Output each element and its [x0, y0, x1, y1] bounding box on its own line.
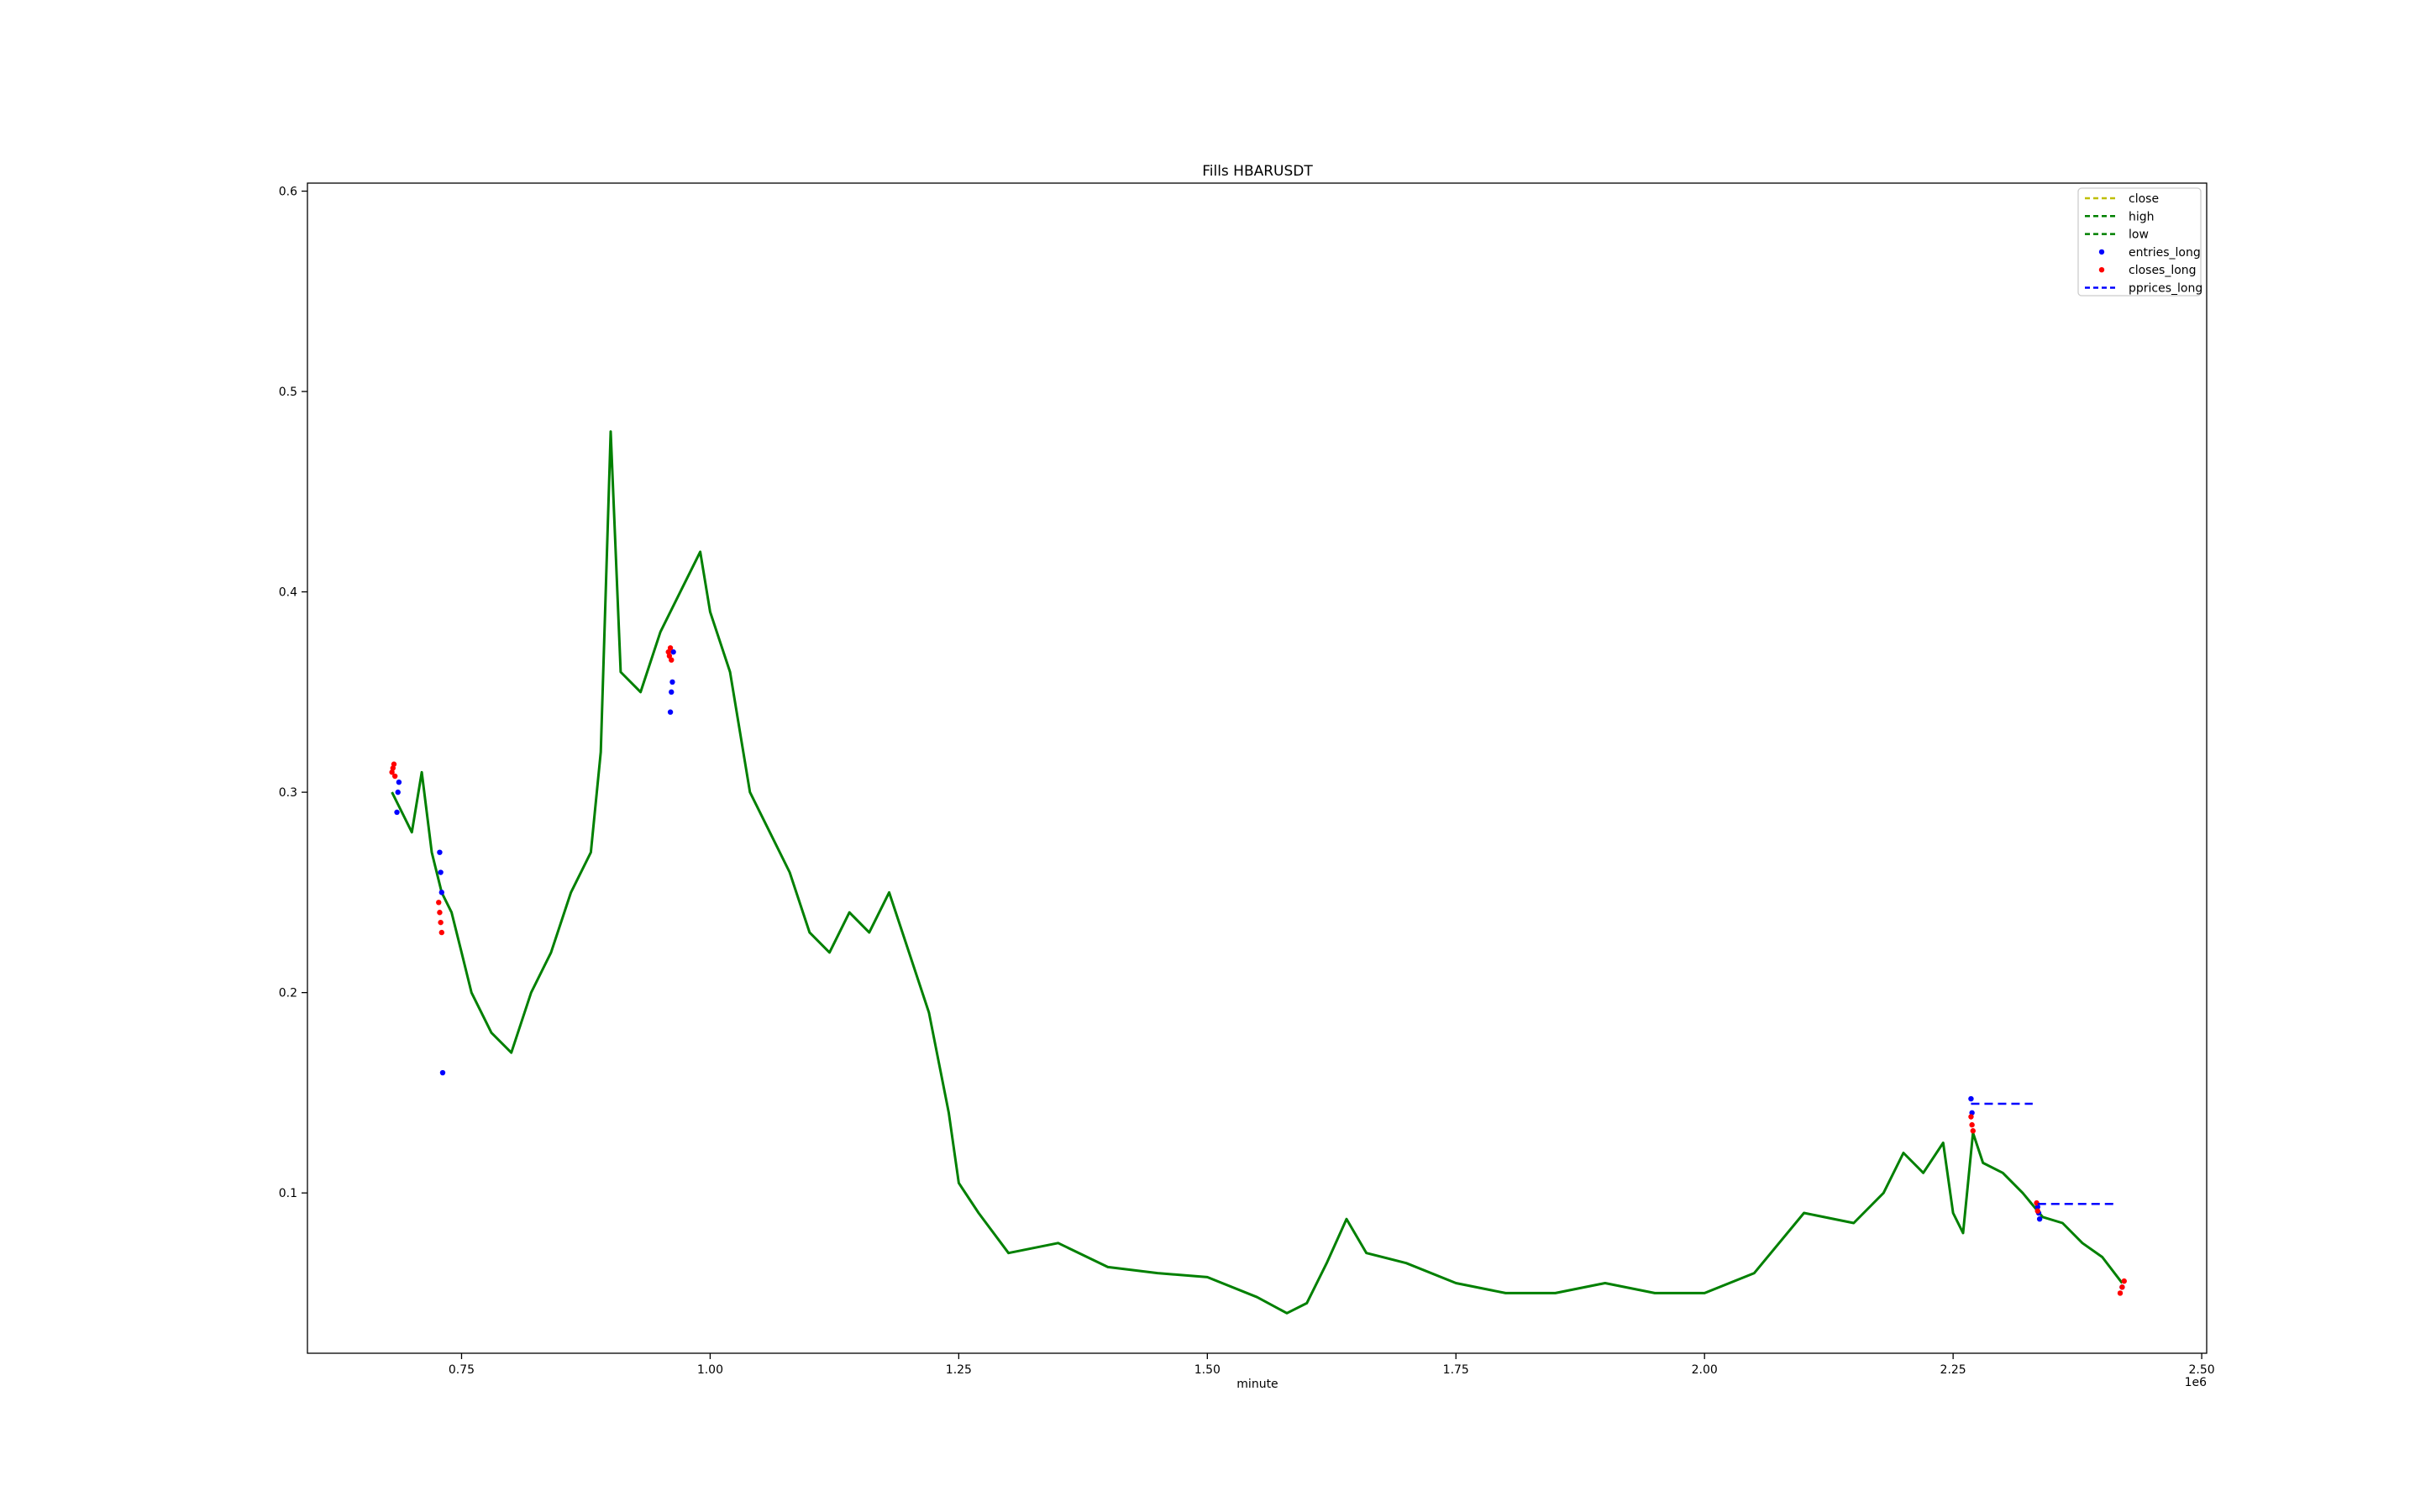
closes_long-point-19 — [2121, 1278, 2127, 1284]
entries_long-point-6 — [439, 1069, 446, 1076]
y-tick-label-5: 0.6 — [279, 186, 297, 199]
closes_long-point-10 — [667, 645, 674, 651]
entries_long-point-15 — [2036, 1215, 2043, 1222]
legend: close high low entries_long closes_longppric… — [2077, 187, 2202, 297]
x-axis-label: minute — [1236, 1378, 1278, 1391]
x-tick-label-2: 1.25 — [946, 1363, 972, 1377]
entries_long-point-0 — [394, 809, 400, 816]
closes_long-point-7 — [438, 929, 445, 936]
x-tick-label-7: 2.50 — [2188, 1363, 2214, 1377]
legend-box — [2077, 187, 2202, 297]
closes_long-point-4 — [436, 900, 442, 906]
legend-entries_long-label: entries_long — [2129, 246, 2201, 260]
y-tick-label-2: 0.3 — [279, 786, 297, 800]
entries_long-point-4 — [438, 869, 444, 875]
x-tick-label-5: 2.00 — [1692, 1363, 1718, 1377]
x-tick-label-1: 1.00 — [697, 1363, 723, 1377]
x-tick-label-0: 0.75 — [449, 1363, 475, 1377]
x-axis: 0.75 1.00 1.25 1.50 1.75 2.00 2.25 2.50 — [449, 1353, 2215, 1377]
y-axis: 0.1 0.2 0.3 0.4 0.5 0.6 — [279, 186, 307, 1200]
legend-closes_long-label: closes_long — [2129, 264, 2197, 277]
legend-pprices_long-label: pprices_long — [2129, 282, 2202, 296]
y-tick-label-0: 0.1 — [279, 1187, 297, 1200]
closes_long-point-9 — [666, 653, 673, 659]
entries_long-point-3 — [437, 849, 443, 855]
x-tick-label-6: 2.25 — [1940, 1363, 1966, 1377]
closes_long-point-13 — [1969, 1121, 1975, 1128]
legend-entries_long-marker — [2098, 249, 2105, 255]
entries_long-point-1 — [395, 789, 401, 795]
plot-area — [389, 430, 2127, 1315]
closes_long-point-14 — [1970, 1128, 1977, 1134]
chart-title: Fills HBARUSDT — [1202, 163, 1313, 180]
x-tick-label-3: 1.50 — [1194, 1363, 1221, 1377]
closes_long-point-16 — [2034, 1208, 2040, 1214]
legend-low-label: low — [2129, 228, 2149, 242]
entries_long-point-10 — [670, 648, 676, 655]
y-tick-label-1: 0.2 — [279, 987, 297, 1000]
closes_long-point-3 — [391, 773, 398, 780]
x-axis-offset-label: 1e6 — [2185, 1376, 2208, 1389]
legend-high-label: high — [2129, 210, 2155, 223]
closes_long-point-5 — [437, 910, 443, 916]
series-line-close — [391, 430, 2124, 1315]
entries_long-point-11 — [1968, 1095, 1974, 1102]
closes_long-point-2 — [391, 761, 397, 767]
y-tick-label-4: 0.5 — [279, 386, 297, 399]
axes-frame — [307, 182, 2208, 1354]
y-tick-label-3: 0.4 — [279, 586, 297, 600]
entries_long-point-5 — [438, 890, 445, 895]
legend-close-label: close — [2129, 192, 2159, 206]
entries_long-point-2 — [396, 779, 402, 785]
closes_long-point-11 — [669, 657, 675, 663]
entries_long-point-8 — [669, 689, 675, 696]
closes_long-point-17 — [2117, 1290, 2124, 1296]
entries_long-point-7 — [667, 709, 674, 715]
entries_long-point-9 — [669, 679, 675, 685]
closes_long-point-18 — [2119, 1284, 2125, 1290]
x-tick-label-4: 1.75 — [1443, 1363, 1469, 1377]
closes_long-point-6 — [438, 919, 444, 926]
legend-closes_long-marker — [2098, 267, 2105, 273]
closes_long-point-12 — [1968, 1114, 1974, 1120]
